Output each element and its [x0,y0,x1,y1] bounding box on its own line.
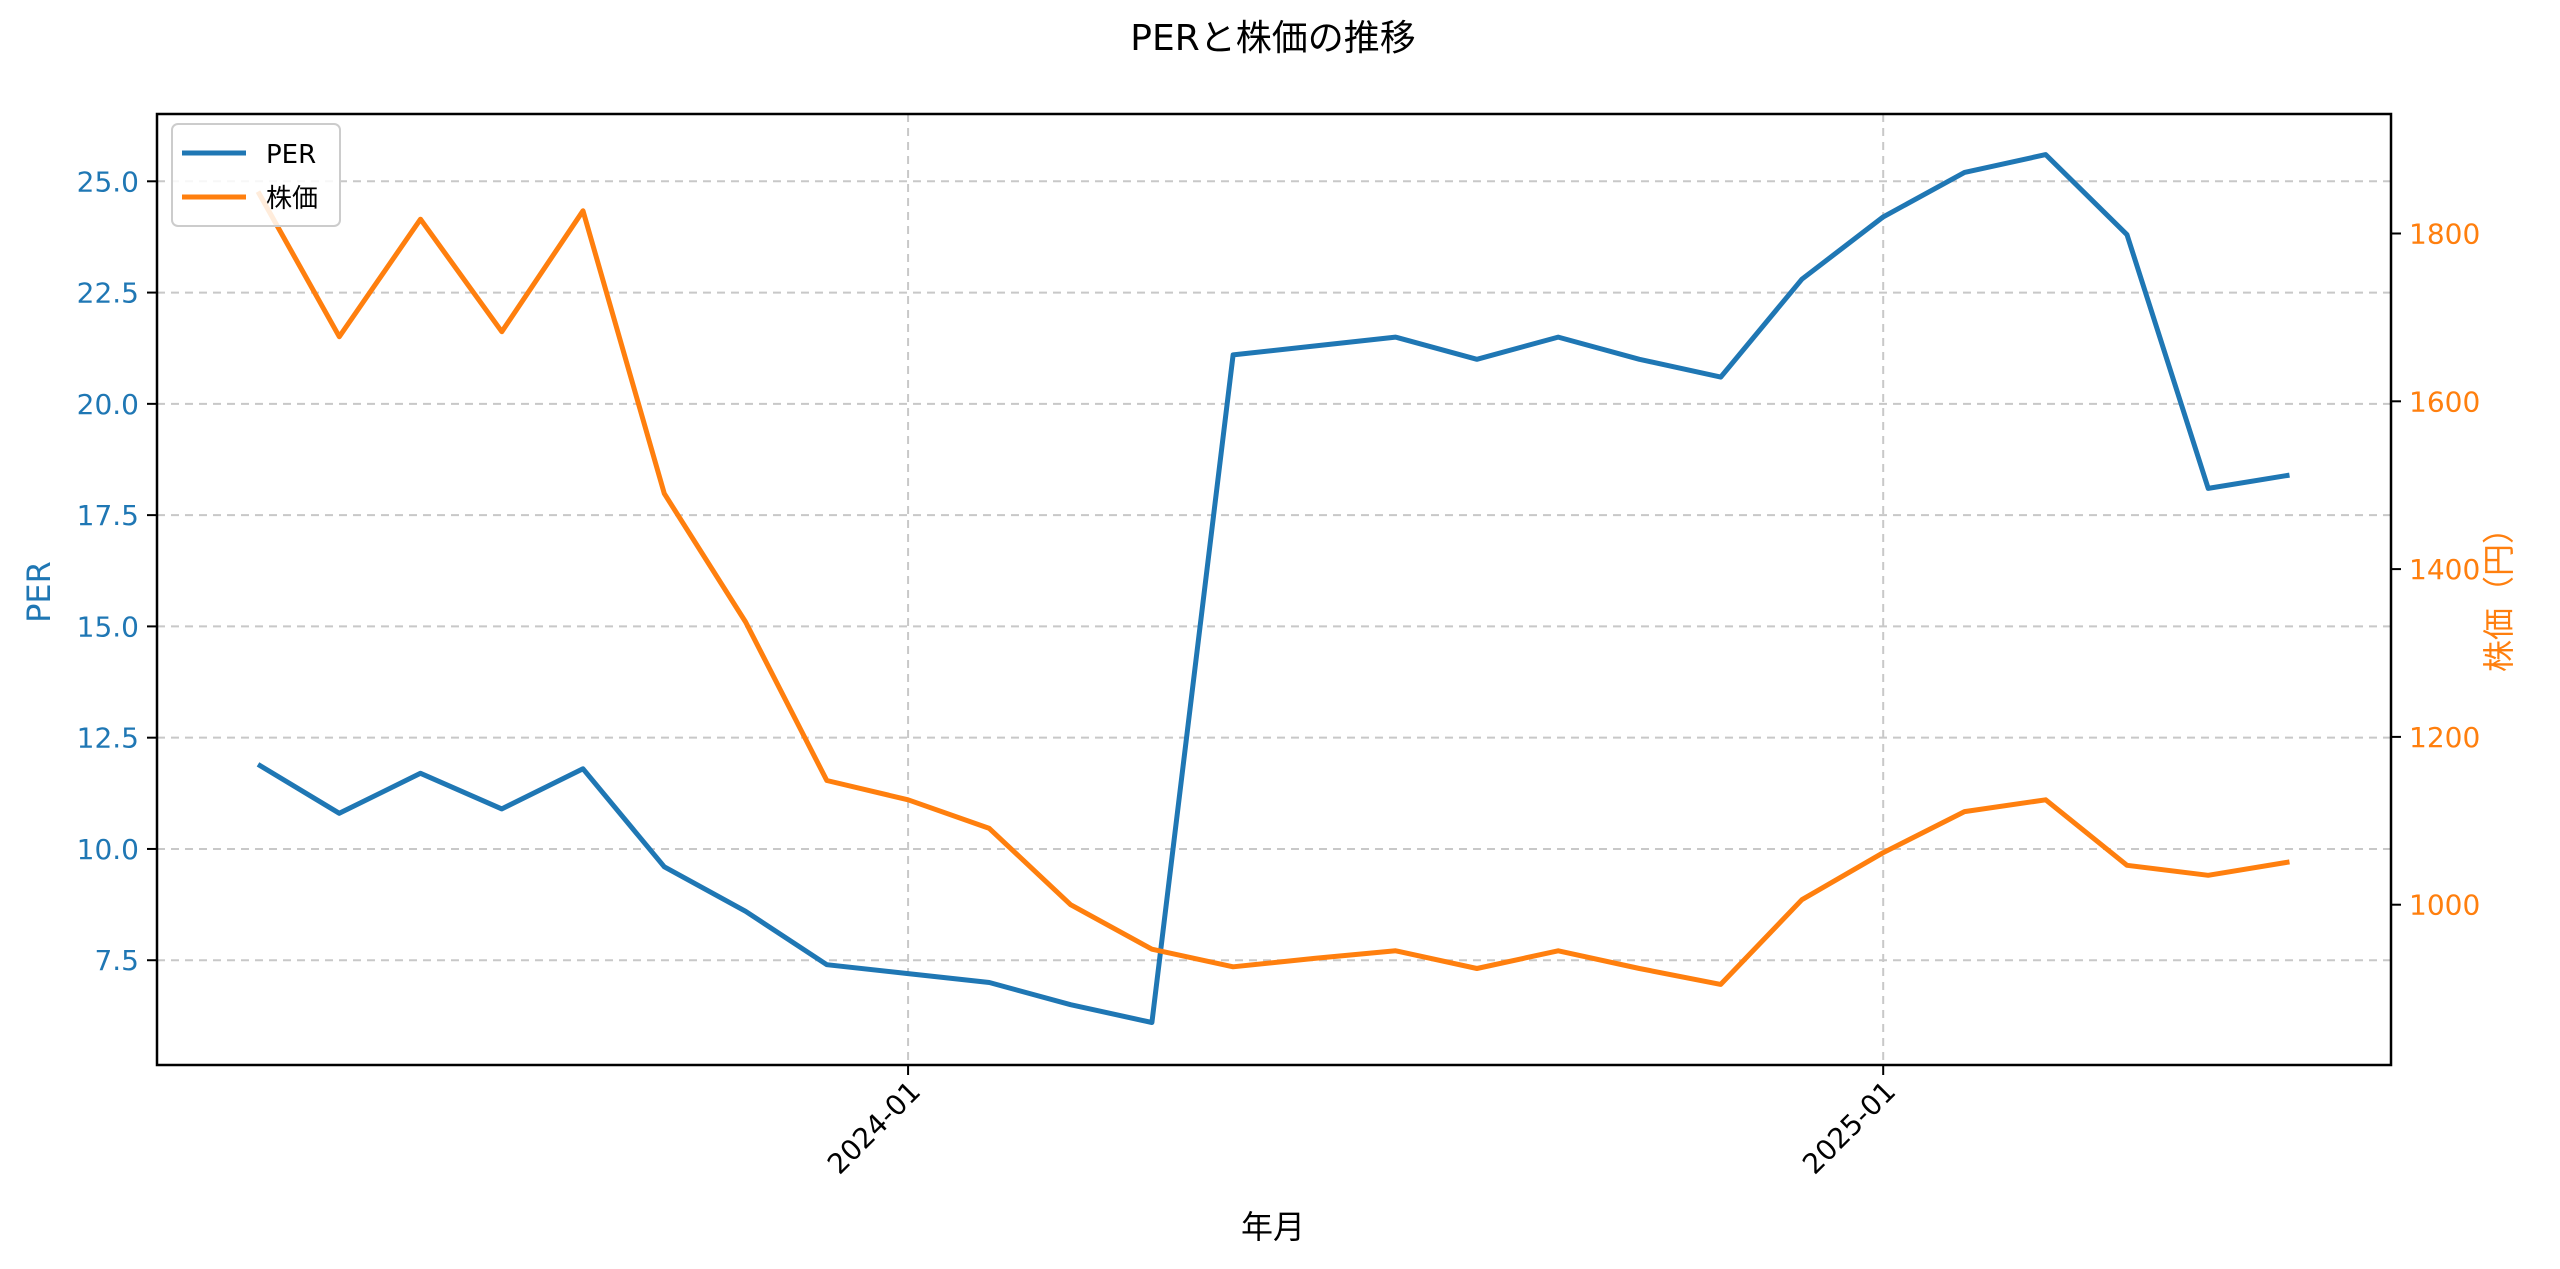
legend: PER 株価 [171,123,341,227]
y-right-tick-label: 1200 [2409,721,2480,754]
price-line-series [255,190,2290,987]
y-left-tick-label: 25.0 [77,165,139,198]
y-left-tick-label: 12.5 [77,722,139,755]
y-axis-label-left: PER [20,561,58,623]
series-line [256,152,2290,1025]
right-y-axis-ticks: 1000 1200 1400 1600 1800 [2391,218,2480,922]
legend-per-label: PER [266,140,316,170]
y-right-tick-label: 1000 [2409,889,2480,922]
y-right-tick-label: 1400 [2409,553,2480,586]
plot-area-frame [155,112,2393,1067]
vertical-gridlines [907,114,1885,1065]
per-line-series [256,152,2290,1025]
x-tick-label: 2025-01 [1796,1075,1902,1181]
x-tick-label: 2024-01 [821,1075,927,1181]
horizontal-gridlines [157,180,2391,962]
x-axis-ticks: 2024-01 2025-01 [821,1065,1902,1181]
chart-title: PERと株価の推移 [1130,18,1415,59]
y-axis-label-right: 株価（円） [2480,512,2518,672]
series-line [255,190,2290,987]
y-right-tick-label: 1600 [2409,385,2480,418]
legend-box [171,123,341,227]
left-y-axis-ticks: 7.5 10.0 12.5 15.0 17.5 20.0 22.5 25.0 [77,165,157,977]
y-left-tick-label: 7.5 [94,944,139,977]
x-axis-label: 年月 [1241,1208,1305,1246]
y-left-tick-label: 10.0 [77,833,139,866]
legend-price-label: 株価 [266,184,318,214]
y-left-tick-label: 17.5 [77,499,139,532]
y-left-tick-label: 22.5 [77,277,139,310]
y-left-tick-label: 15.0 [77,610,139,643]
y-right-tick-label: 1800 [2409,218,2480,251]
y-left-tick-label: 20.0 [77,388,139,421]
